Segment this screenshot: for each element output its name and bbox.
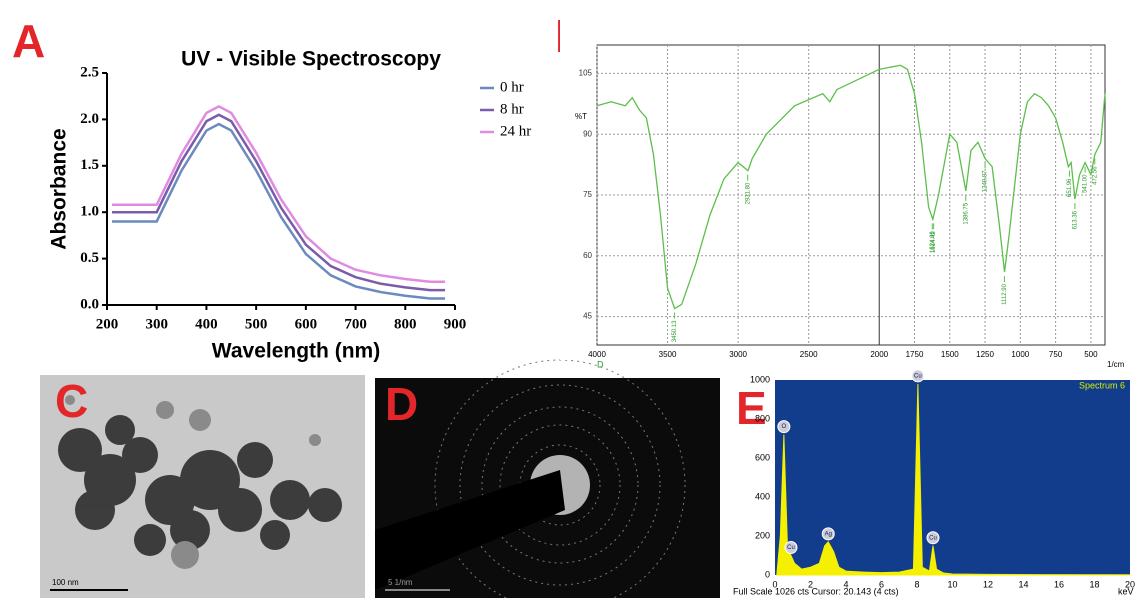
y-tick-label: 105 — [579, 68, 593, 77]
x-tick-label: 20 — [1125, 579, 1135, 589]
peak-label: 3450.13 — [672, 320, 678, 342]
data-line — [111, 104, 446, 284]
peak-marker — [911, 369, 925, 383]
x-tick-label: 2 — [808, 579, 813, 589]
x-tick-label: 400 — [195, 316, 218, 332]
footer: D — [597, 359, 604, 369]
x-tick-label: 0 — [772, 579, 777, 589]
panel-label: C — [55, 375, 88, 427]
peak-label: 541.00 — [1083, 174, 1089, 193]
y-tick-label: 0.0 — [80, 296, 99, 312]
x-tick-label: 6 — [879, 579, 884, 589]
x-tick-label: 200 — [96, 316, 119, 332]
x-tick-label: 500 — [245, 316, 268, 332]
x-tick-label: 750 — [1049, 350, 1063, 359]
subtitle: Spectrum 6 — [1079, 380, 1125, 390]
x-tick-label: 2000 — [870, 350, 888, 359]
x-tick-label: 12 — [983, 579, 993, 589]
y-tick-label: 1.5 — [80, 157, 99, 173]
x-tick-label: 18 — [1089, 579, 1099, 589]
y-tick-label: 1000 — [750, 374, 770, 384]
peak-label: 1112.90 — [1002, 283, 1008, 304]
peak-label: Cu — [787, 545, 795, 551]
chart: 45 60 75 90 105 4000 3500 3000 2500 2000 1750 1500 1… — [575, 44, 1125, 369]
x-unit: keV — [1118, 586, 1134, 596]
peak-marker — [784, 541, 798, 554]
x-tick-label: 3500 — [659, 350, 677, 359]
x-tick-label: 4000 — [588, 350, 606, 359]
y-tick-label: 45 — [583, 312, 592, 321]
x-tick-label: 2500 — [800, 350, 818, 359]
y-tick-label: 60 — [583, 251, 592, 260]
peak-label: 1614.42 — [931, 231, 937, 253]
x-tick-label: 1250 — [976, 350, 994, 359]
y-tick-label: 0 — [765, 569, 770, 579]
y-tick-label: 0.5 — [80, 250, 99, 266]
chart: 0.0 0.5 1.0 1.5 2.0 2.5 200 300 400 500 600 700 800 9… — [48, 48, 532, 363]
peak-marker — [777, 420, 791, 434]
x-tick-label: 800 — [394, 316, 417, 332]
data-area — [776, 383, 1131, 576]
legend-label: 8 hr — [500, 101, 524, 117]
peak-marker — [926, 531, 940, 545]
peak-label: 613.36 — [1072, 210, 1078, 229]
y-tick-label: 1.0 — [80, 204, 99, 220]
y-tick-label: 2.0 — [80, 111, 99, 127]
x-tick-label: 700 — [344, 316, 367, 332]
peak-label: 1249.87 — [983, 170, 989, 192]
peak-marker — [821, 527, 835, 541]
x-unit: 1/cm — [1107, 360, 1125, 369]
panel-label: A — [12, 15, 45, 67]
panel-label: D — [385, 378, 418, 430]
y-axis-label: %T — [575, 112, 587, 121]
peak-label: 472.56 — [1092, 166, 1098, 185]
scale-bar-label: 5 1/nm — [388, 578, 413, 587]
plot-background — [775, 380, 1130, 575]
footer: Full Scale 1026 cts Cursor: 20.143 (4 ct… — [733, 586, 899, 596]
x-tick-label: 1000 — [1011, 350, 1029, 359]
x-tick-label: 600 — [295, 316, 318, 332]
x-tick-label: 1750 — [906, 350, 924, 359]
data-line — [596, 64, 1106, 310]
legend-label: 0 hr — [500, 79, 524, 95]
x-axis-label: Wavelength (nm) — [212, 340, 380, 363]
peak-label: 651.96 — [1067, 178, 1073, 197]
panel-frame — [560, 10, 1135, 360]
x-tick-label: 10 — [947, 579, 957, 589]
peak-label: O — [782, 424, 787, 430]
y-tick-label: 800 — [755, 413, 770, 423]
x-tick-label: 14 — [1018, 579, 1028, 589]
x-tick-label: 300 — [145, 316, 168, 332]
peak-label: Ag — [825, 531, 832, 537]
tem-image — [40, 375, 365, 598]
y-tick-label: 600 — [755, 452, 770, 462]
y-tick-label: 90 — [583, 129, 592, 138]
peak-label: 2931.80 — [745, 182, 751, 204]
data-line — [111, 113, 446, 292]
peak-label: 1386.75 — [963, 202, 969, 224]
chart-title: UV - Visible Spectroscopy — [181, 48, 441, 71]
x-tick-label: 3000 — [729, 350, 747, 359]
data-line — [111, 122, 446, 300]
peak-label: Cu — [914, 373, 922, 379]
y-tick-label: 75 — [583, 190, 592, 199]
x-tick-label: 500 — [1084, 350, 1098, 359]
x-tick-label: 8 — [914, 579, 919, 589]
x-tick-label: 900 — [444, 316, 467, 332]
scale-bar-label: 100 nm — [52, 578, 79, 587]
y-tick-label: 400 — [755, 491, 770, 501]
x-tick-label: 4 — [843, 579, 848, 589]
peak-label: 1624.06 — [930, 231, 936, 253]
legend-label: 24 hr — [500, 123, 531, 139]
y-tick-label: 200 — [755, 530, 770, 540]
y-axis-label: Absorbance — [48, 128, 71, 249]
x-tick-label: 1500 — [941, 350, 959, 359]
y-tick-label: 2.5 — [80, 64, 99, 80]
saed-image — [375, 359, 720, 598]
peak-label: Cu — [929, 535, 937, 541]
panel-label: E — [736, 382, 767, 434]
x-tick-label: 16 — [1054, 579, 1064, 589]
